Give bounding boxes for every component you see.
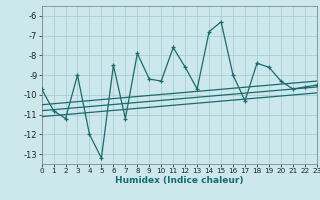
X-axis label: Humidex (Indice chaleur): Humidex (Indice chaleur)	[115, 176, 244, 185]
